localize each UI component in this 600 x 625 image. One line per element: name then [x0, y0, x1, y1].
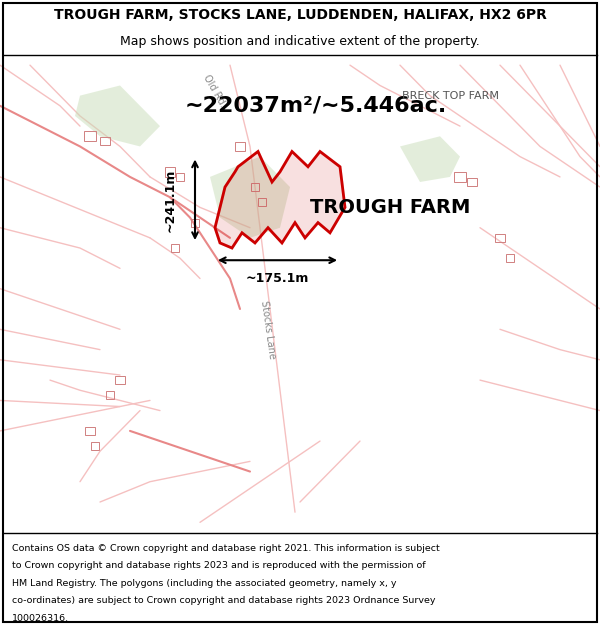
- Text: to Crown copyright and database rights 2023 and is reproduced with the permissio: to Crown copyright and database rights 2…: [12, 561, 425, 570]
- Text: TROUGH FARM: TROUGH FARM: [310, 198, 470, 217]
- Bar: [165, 167, 175, 177]
- Bar: [454, 172, 466, 182]
- Polygon shape: [400, 136, 460, 182]
- Polygon shape: [75, 86, 160, 146]
- Text: BRECK TOP FARM: BRECK TOP FARM: [401, 91, 499, 101]
- Text: Map shows position and indicative extent of the property.: Map shows position and indicative extent…: [120, 35, 480, 48]
- Bar: [495, 234, 505, 242]
- Bar: [84, 131, 96, 141]
- Text: Contains OS data © Crown copyright and database right 2021. This information is : Contains OS data © Crown copyright and d…: [12, 544, 440, 552]
- Bar: [191, 219, 199, 227]
- Bar: [171, 244, 179, 252]
- Text: TROUGH FARM, STOCKS LANE, LUDDENDEN, HALIFAX, HX2 6PR: TROUGH FARM, STOCKS LANE, LUDDENDEN, HAL…: [53, 8, 547, 22]
- Bar: [100, 138, 110, 146]
- Text: HM Land Registry. The polygons (including the associated geometry, namely x, y: HM Land Registry. The polygons (includin…: [12, 579, 397, 587]
- Text: ~175.1m: ~175.1m: [245, 272, 308, 285]
- Text: ~241.1m: ~241.1m: [163, 169, 176, 232]
- Bar: [85, 427, 95, 435]
- Polygon shape: [215, 151, 345, 248]
- Bar: [467, 178, 477, 186]
- Bar: [235, 142, 245, 151]
- Polygon shape: [210, 157, 290, 238]
- Bar: [506, 254, 514, 262]
- Text: Old Rd.: Old Rd.: [202, 72, 228, 109]
- Bar: [258, 198, 266, 206]
- Bar: [176, 173, 184, 181]
- Text: ~22037m²/~5.446ac.: ~22037m²/~5.446ac.: [185, 96, 447, 116]
- Bar: [251, 183, 259, 191]
- Bar: [106, 391, 114, 399]
- Bar: [115, 376, 125, 384]
- Text: Stocks Lane: Stocks Lane: [259, 299, 277, 359]
- Bar: [91, 442, 99, 450]
- Text: co-ordinates) are subject to Crown copyright and database rights 2023 Ordnance S: co-ordinates) are subject to Crown copyr…: [12, 596, 436, 606]
- Text: 100026316.: 100026316.: [12, 614, 69, 623]
